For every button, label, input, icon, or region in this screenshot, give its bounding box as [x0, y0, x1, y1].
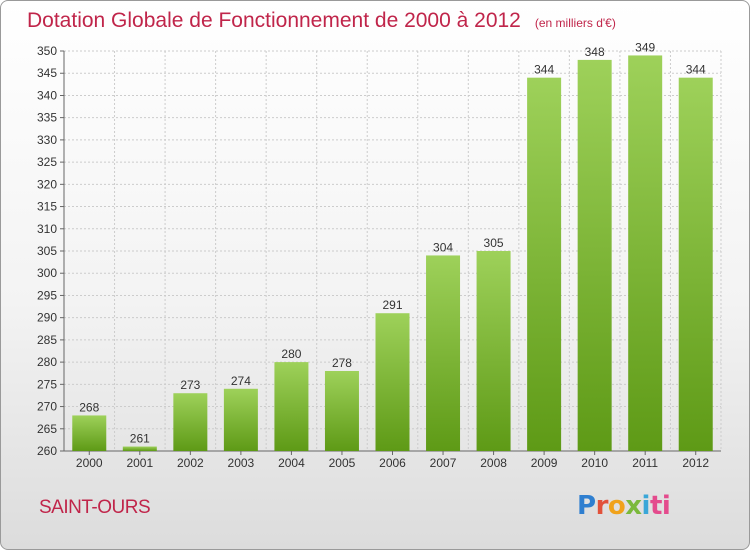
bar	[72, 415, 107, 451]
y-tick-label: 315	[37, 200, 57, 214]
bar	[122, 446, 157, 451]
y-tick-label: 340	[37, 88, 57, 102]
x-tick-label: 2012	[682, 456, 709, 470]
bar	[628, 55, 663, 451]
y-tick-label: 265	[37, 422, 57, 436]
bar	[678, 77, 713, 452]
x-tick-label: 2011	[632, 456, 658, 470]
y-tick-label: 320	[37, 177, 57, 191]
data-label: 278	[332, 356, 352, 370]
x-tick-label: 2009	[531, 456, 558, 470]
bar	[426, 255, 461, 451]
y-tick-label: 295	[37, 288, 57, 302]
bar	[223, 388, 258, 451]
logo-letter: i	[641, 491, 651, 521]
y-tick-label: 350	[37, 44, 57, 58]
x-tick-label: 2002	[177, 456, 204, 470]
bar	[527, 77, 562, 452]
data-label: 261	[130, 432, 150, 446]
data-label: 305	[484, 236, 504, 250]
chart-title-text: Dotation Globale de Fonctionnement de 20…	[27, 9, 521, 32]
y-tick-label: 300	[37, 266, 57, 280]
y-tick-labels: 260 265 270 275 280 285 290 295 300 305 310 315 320 3…	[37, 44, 57, 458]
data-label: 348	[585, 45, 605, 59]
logo-letter: P	[577, 491, 596, 521]
x-tick-label: 2000	[76, 456, 103, 470]
y-tick-label: 335	[37, 111, 57, 125]
x-tick-label: 2007	[430, 456, 457, 470]
x-tick-label: 2001	[126, 456, 153, 470]
logo-letter: o	[607, 491, 626, 521]
y-tick-label: 275	[37, 377, 57, 391]
logo-letter: x	[625, 491, 642, 521]
y-tick-label: 345	[37, 66, 57, 80]
bar	[577, 59, 612, 452]
bar	[274, 362, 309, 451]
y-tick-label: 280	[37, 355, 57, 369]
x-tick-labels: 2000 2001 2002 2003 2004 2005 2006 2007 2008 2009…	[76, 456, 709, 470]
proxiti-logo: Proxiti	[577, 491, 671, 521]
x-tick-label: 2004	[278, 456, 305, 470]
x-tick-label: 2010	[581, 456, 608, 470]
data-label: 291	[382, 298, 402, 312]
chart-unit: (en milliers d'€)	[534, 16, 616, 30]
data-labels: 268 261 273 274 280 278 291 304 305 344 348 349 344	[79, 40, 706, 445]
bar	[324, 371, 359, 451]
data-label: 274	[231, 374, 251, 388]
x-tick-label: 2003	[228, 456, 255, 470]
y-tick-label: 305	[37, 244, 57, 258]
y-tick-label: 330	[37, 133, 57, 147]
y-tick-label: 260	[37, 444, 57, 458]
x-tick-label: 2005	[329, 456, 356, 470]
x-tick-label: 2008	[480, 456, 507, 470]
chart-title: Dotation Globale de Fonctionnement de 20…	[27, 9, 616, 33]
data-label: 268	[79, 400, 99, 414]
data-label: 349	[635, 40, 655, 54]
x-tick-label: 2006	[379, 456, 406, 470]
data-label: 344	[686, 63, 706, 77]
bar	[476, 251, 511, 451]
commune-name: SAINT-OURS	[39, 497, 151, 518]
y-tick-label: 290	[37, 311, 57, 325]
bars	[72, 55, 713, 452]
bar	[375, 313, 410, 451]
data-label: 344	[534, 63, 554, 77]
y-tick-label: 285	[37, 333, 57, 347]
y-tick-label: 325	[37, 155, 57, 169]
data-label: 304	[433, 240, 453, 254]
data-label: 280	[281, 347, 301, 361]
logo-letter: r	[595, 491, 609, 521]
bar	[173, 393, 208, 451]
y-tick-label: 310	[37, 222, 57, 236]
data-label: 273	[180, 378, 200, 392]
logo-letter: ti	[649, 491, 671, 521]
y-tick-label: 270	[37, 400, 57, 414]
